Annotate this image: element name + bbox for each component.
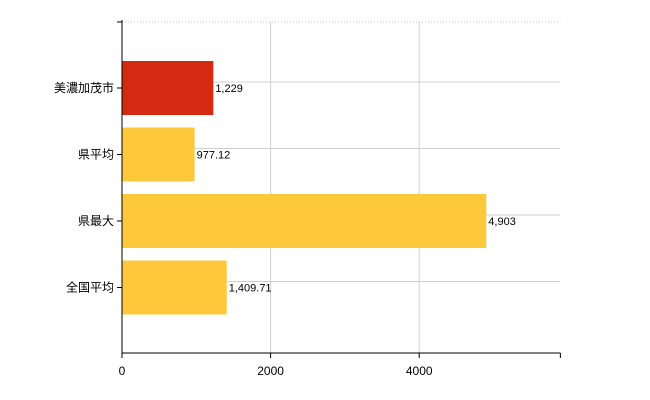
- x-tick-label: 0: [119, 364, 126, 378]
- bar: [122, 61, 214, 115]
- bar: [122, 127, 195, 182]
- axes: [117, 20, 561, 358]
- category-label: 県平均: [78, 148, 114, 162]
- data-label: 977.12: [197, 150, 231, 162]
- bars: [122, 61, 487, 315]
- x-tick-label: 4000: [406, 364, 433, 378]
- category-label: 県最大: [78, 214, 114, 228]
- data-label: 1,229: [215, 83, 243, 95]
- category-label: 全国平均: [66, 280, 114, 295]
- x-tick-label: 2000: [257, 364, 284, 378]
- bar: [122, 194, 487, 248]
- bar: [122, 260, 227, 315]
- data-label: 1,409.71: [229, 283, 272, 295]
- data-label: 4,903: [488, 216, 516, 228]
- category-label: 美濃加茂市: [54, 80, 114, 95]
